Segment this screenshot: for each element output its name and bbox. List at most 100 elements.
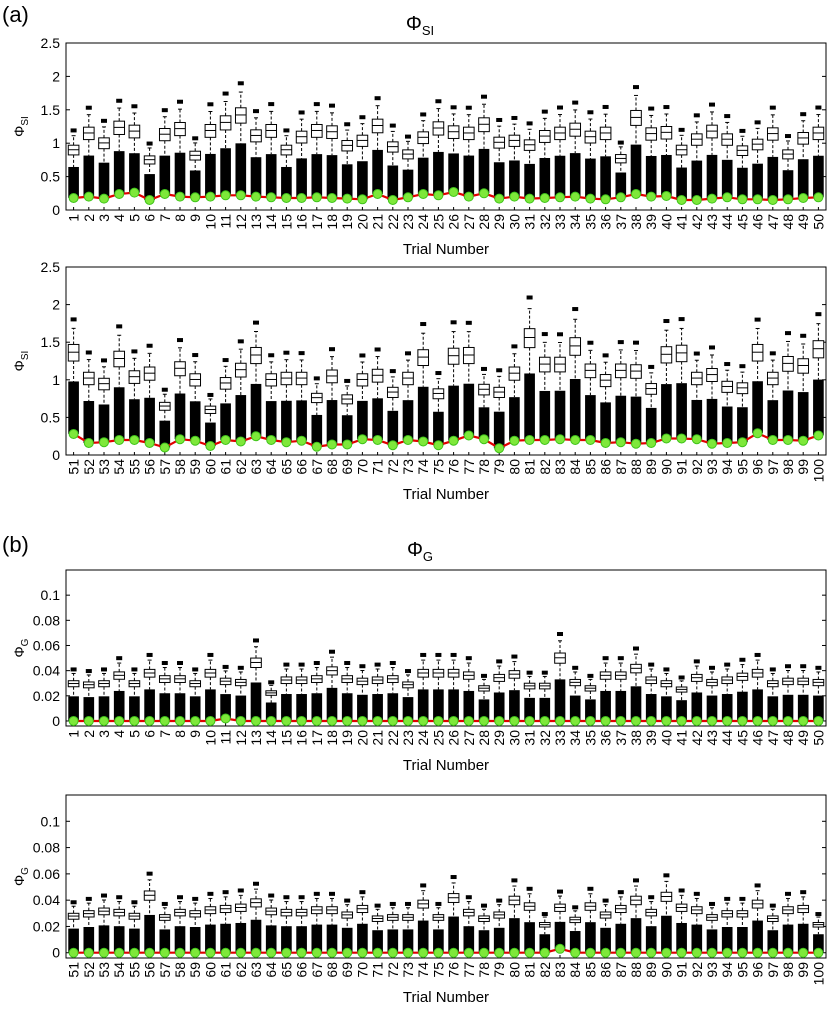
minimum-marker: [646, 191, 657, 202]
box-body: [417, 349, 430, 367]
minimum-marker: [403, 434, 413, 445]
outlier-mark: [769, 105, 776, 110]
box-48: [782, 664, 794, 721]
outlier-mark: [496, 898, 503, 903]
box-25: [432, 652, 445, 721]
x-tick-label: 45: [734, 214, 750, 230]
y-tick-label: 0: [52, 945, 60, 961]
minimum-marker: [83, 947, 94, 958]
outlier-cluster: [539, 157, 551, 198]
outlier-mark: [785, 331, 791, 336]
x-tick-label: 22: [385, 214, 401, 230]
outlier-mark: [268, 353, 275, 358]
box-56: [143, 871, 156, 953]
outlier-cluster: [706, 398, 718, 444]
outlier-cluster: [357, 694, 368, 721]
outlier-mark: [815, 912, 822, 917]
x-tick-label: 33: [552, 730, 568, 746]
minimum-marker: [251, 715, 261, 726]
outlier-cluster: [83, 155, 95, 197]
outlier-mark: [405, 134, 411, 139]
outlier-cluster: [265, 702, 277, 721]
outlier-cluster: [524, 697, 535, 721]
x-tick-label: 83: [552, 962, 568, 978]
outlier-cluster: [752, 920, 763, 953]
outlier-cluster: [281, 926, 292, 953]
outlier-cluster: [691, 160, 703, 200]
box-17: [310, 660, 323, 721]
x-tick-label: 98: [780, 962, 796, 978]
outlier-mark: [389, 369, 396, 374]
box-11: [219, 91, 232, 196]
minimum-marker: [646, 715, 657, 726]
outlier-cluster: [265, 154, 277, 198]
outlier-mark: [769, 667, 776, 672]
x-tick-label: 55: [126, 962, 142, 978]
outlier-cluster: [113, 387, 125, 440]
box-33: [554, 105, 566, 198]
outlier-mark: [800, 890, 807, 895]
x-tick-label: 84: [567, 962, 583, 978]
box-75: [432, 901, 445, 953]
outlier-mark: [815, 312, 822, 317]
outlier-cluster: [144, 689, 155, 721]
minimum-marker: [707, 193, 717, 204]
minimum-marker: [798, 947, 809, 958]
box-65: [280, 895, 293, 953]
box-body: [569, 337, 582, 356]
x-tick-label: 30: [506, 214, 522, 230]
outlier-cluster: [144, 174, 155, 200]
outlier-cluster: [569, 695, 581, 721]
outlier-cluster: [433, 151, 444, 196]
y-tick-label: 1.5: [41, 334, 61, 350]
outlier-mark: [85, 350, 92, 355]
minimum-marker: [661, 715, 672, 726]
box-62: [234, 888, 247, 953]
box-98: [782, 891, 794, 953]
outlier-cluster: [372, 149, 383, 194]
outlier-mark: [161, 901, 168, 906]
minimum-marker: [220, 713, 231, 724]
box-78: [478, 366, 490, 440]
y-axis-label-sub: G: [20, 867, 31, 875]
outlier-mark: [526, 886, 533, 891]
outlier-mark: [85, 105, 92, 110]
x-tick-label: 9: [187, 214, 203, 222]
box-19: [341, 122, 354, 199]
outlier-cluster: [68, 696, 79, 721]
y-tick-label: 0.06: [33, 866, 60, 882]
box-50: [812, 105, 825, 198]
outlier-mark: [268, 893, 275, 898]
outlier-mark: [192, 896, 199, 901]
outlier-cluster: [387, 410, 399, 446]
x-tick-label: 30: [506, 730, 522, 746]
box-76: [447, 320, 460, 441]
outlier-mark: [481, 94, 487, 99]
outlier-cluster: [235, 922, 247, 953]
minimum-marker: [631, 715, 641, 726]
outlier-cluster: [296, 926, 307, 953]
minimum-marker: [767, 715, 778, 726]
box-body: [113, 350, 126, 368]
minimum-marker: [129, 947, 140, 958]
outlier-cluster: [159, 420, 171, 448]
box-91: [675, 888, 688, 953]
outlier-cluster: [417, 920, 429, 953]
x-tick-label: 43: [704, 214, 720, 230]
y-axis-label: ΦSI: [11, 351, 31, 372]
box-32: [538, 670, 551, 721]
minimum-marker: [342, 193, 353, 204]
panel-b-title-main: Φ: [407, 539, 423, 561]
minimum-marker: [722, 437, 733, 448]
minimum-marker: [159, 947, 170, 958]
minimum-marker: [737, 947, 748, 958]
x-tick-label: 81: [522, 962, 538, 978]
outlier-cluster: [615, 923, 627, 953]
outlier-mark: [298, 351, 305, 356]
x-tick-label: 91: [674, 459, 690, 475]
box-57: [158, 387, 171, 448]
outlier-cluster: [615, 172, 627, 198]
outlier-mark: [298, 110, 305, 115]
x-tick-label: 11: [218, 214, 234, 229]
outlier-cluster: [265, 925, 277, 953]
